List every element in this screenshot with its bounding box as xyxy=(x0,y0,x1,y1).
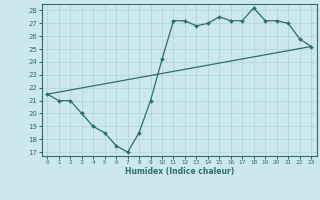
X-axis label: Humidex (Indice chaleur): Humidex (Indice chaleur) xyxy=(124,167,234,176)
